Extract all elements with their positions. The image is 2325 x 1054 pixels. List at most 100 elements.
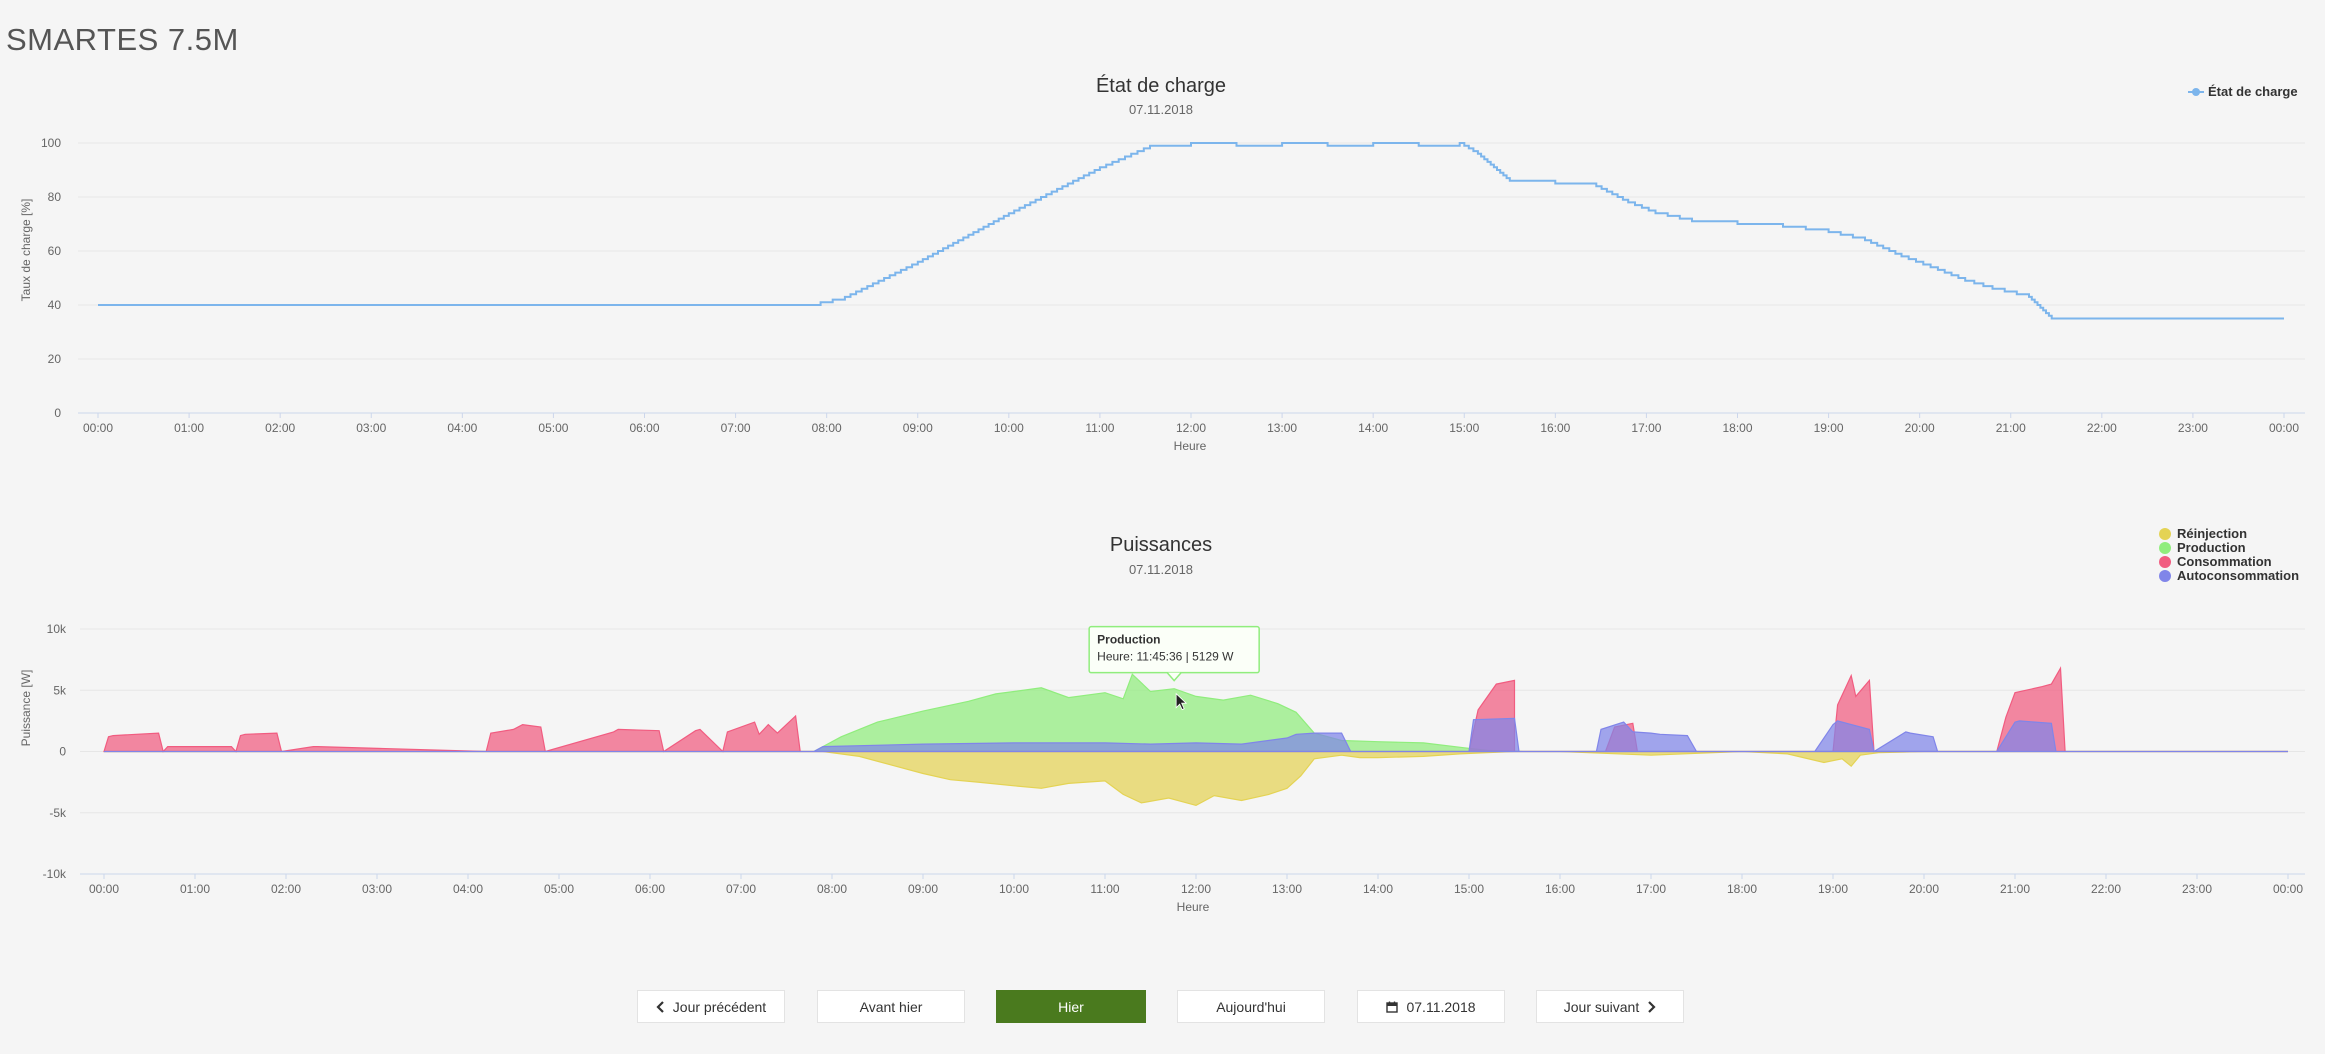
tooltip-pointer bbox=[1166, 672, 1182, 682]
x-tick-label: 16:00 bbox=[1545, 882, 1575, 896]
x-tick-label: 04:00 bbox=[453, 882, 483, 896]
yesterday-label: Hier bbox=[1058, 998, 1084, 1015]
legend-label: État de charge bbox=[2208, 84, 2298, 99]
x-tick-label: 12:00 bbox=[1181, 882, 1211, 896]
x-tick-label: 07:00 bbox=[726, 882, 756, 896]
x-tick-label: 11:00 bbox=[1090, 882, 1119, 896]
x-tick-label: 19:00 bbox=[1818, 882, 1848, 896]
x-tick-label: 14:00 bbox=[1363, 882, 1393, 896]
date-picker-button[interactable]: 07.11.2018 bbox=[1357, 990, 1505, 1023]
mouse-cursor-icon bbox=[1175, 692, 1188, 711]
yesterday-button[interactable]: Hier bbox=[996, 990, 1146, 1023]
date-picker-label: 07.11.2018 bbox=[1406, 998, 1476, 1015]
chart-subtitle: 07.11.2018 bbox=[1129, 102, 1193, 117]
plot-area[interactable] bbox=[98, 142, 2284, 320]
x-tick-label: 05:00 bbox=[538, 421, 568, 435]
x-tick-label: 10:00 bbox=[994, 421, 1024, 435]
x-tick-label: 16:00 bbox=[1540, 421, 1570, 435]
x-tick-label: 12:00 bbox=[1176, 421, 1206, 435]
tooltip-text: Heure: 11:45:36 | 5129 W bbox=[1097, 650, 1234, 664]
y-axis-title: Puissance [W] bbox=[19, 670, 33, 747]
day-before-yesterday-label: Avant hier bbox=[859, 998, 923, 1015]
y-tick-label: 20 bbox=[48, 352, 62, 366]
x-tick-label: 00:00 bbox=[2269, 421, 2299, 435]
date-navigation: Jour précédent Avant hier Hier Aujourd'h… bbox=[0, 990, 2325, 1024]
y-axis-ticks: -10k -5k 0 5k 10k bbox=[43, 622, 67, 881]
previous-day-button[interactable]: Jour précédent bbox=[637, 990, 785, 1023]
x-tick-label: 11:00 bbox=[1085, 421, 1114, 435]
legend-dot-marker bbox=[2159, 570, 2171, 582]
legend-dot-marker bbox=[2192, 88, 2200, 96]
x-tick-label: 01:00 bbox=[180, 882, 210, 896]
y-tick-label: 80 bbox=[48, 190, 62, 204]
power-chart-svg: Puissances 07.11.2018 RéinjectionProduct… bbox=[19, 526, 2305, 914]
plot-area[interactable] bbox=[103, 666, 2288, 807]
chart-tooltip: Production Heure: 11:45:36 | 5129 W bbox=[1088, 625, 1260, 711]
y-tick-label: 0 bbox=[54, 406, 61, 420]
legend-label: Production bbox=[2177, 540, 2246, 555]
chart-legend[interactable]: RéinjectionProductionConsommationAutocon… bbox=[2159, 526, 2299, 583]
x-axis-title: Heure bbox=[1177, 900, 1210, 914]
chart-subtitle: 07.11.2018 bbox=[1129, 562, 1193, 577]
y-tick-label: 10k bbox=[47, 622, 67, 636]
x-tick-label: 21:00 bbox=[1996, 421, 2026, 435]
today-label: Aujourd'hui bbox=[1216, 998, 1286, 1015]
x-tick-label: 20:00 bbox=[1905, 421, 1935, 435]
x-tick-label: 15:00 bbox=[1449, 421, 1479, 435]
x-tick-label: 17:00 bbox=[1636, 882, 1666, 896]
today-button[interactable]: Aujourd'hui bbox=[1177, 990, 1325, 1023]
x-axis-ticks: 00:00 01:00 02:00 03:00 04:00 05:00 06:00 07:00… bbox=[83, 413, 2299, 435]
power-chart: Puissances 07.11.2018 Réinjection Product… bbox=[0, 520, 2325, 920]
x-tick-label: 00:00 bbox=[89, 882, 119, 896]
next-day-button[interactable]: Jour suivant bbox=[1536, 990, 1684, 1023]
y-tick-label: 40 bbox=[48, 298, 62, 312]
chart-title: État de charge bbox=[1096, 74, 1226, 97]
chart-legend[interactable]: État de charge bbox=[2188, 84, 2298, 99]
previous-day-label: Jour précédent bbox=[672, 998, 767, 1015]
x-tick-label: 00:00 bbox=[2273, 882, 2303, 896]
x-tick-label: 06:00 bbox=[635, 882, 665, 896]
x-tick-label: 03:00 bbox=[356, 421, 386, 435]
x-tick-label: 09:00 bbox=[903, 421, 933, 435]
x-tick-label: 22:00 bbox=[2087, 421, 2117, 435]
state-of-charge-chart-svg: État de charge 07.11.2018 État de charge… bbox=[19, 74, 2305, 453]
y-tick-label: 0 bbox=[59, 745, 66, 759]
x-tick-label: 01:00 bbox=[174, 421, 204, 435]
legend-dot-marker bbox=[2159, 556, 2171, 568]
x-tick-label: 04:00 bbox=[447, 421, 477, 435]
tooltip-series: Production bbox=[1097, 633, 1160, 647]
grid-lines bbox=[78, 142, 2305, 414]
day-before-yesterday-button[interactable]: Avant hier bbox=[817, 990, 965, 1023]
state-of-charge-chart: État de charge 07.11.2018 État de charge… bbox=[0, 60, 2325, 460]
x-tick-label: 20:00 bbox=[1909, 882, 1939, 896]
calendar-icon bbox=[1386, 1001, 1399, 1013]
x-tick-label: 09:00 bbox=[908, 882, 938, 896]
y-tick-label: 100 bbox=[41, 136, 61, 150]
y-tick-label: 5k bbox=[53, 683, 67, 697]
series-line[interactable] bbox=[98, 142, 2284, 320]
series-area[interactable] bbox=[104, 717, 2288, 753]
x-tick-label: 08:00 bbox=[812, 421, 842, 435]
x-tick-label: 17:00 bbox=[1631, 421, 1661, 435]
legend-dot-marker bbox=[2159, 528, 2171, 540]
x-tick-label: 00:00 bbox=[83, 421, 113, 435]
x-tick-label: 02:00 bbox=[265, 421, 295, 435]
chart-title: Puissances bbox=[1110, 534, 1212, 556]
page-title: SMARTES 7.5M bbox=[6, 22, 239, 57]
x-tick-label: 13:00 bbox=[1272, 882, 1302, 896]
y-tick-label: -10k bbox=[43, 867, 67, 881]
x-tick-label: 08:00 bbox=[817, 882, 847, 896]
x-tick-label: 03:00 bbox=[362, 882, 392, 896]
x-tick-label: 19:00 bbox=[1814, 421, 1844, 435]
series-area[interactable] bbox=[104, 750, 2288, 807]
legend-dot-marker bbox=[2159, 542, 2171, 554]
chevron-left-icon bbox=[656, 1000, 665, 1013]
legend-label: Consommation bbox=[2177, 554, 2272, 569]
x-tick-label: 22:00 bbox=[2091, 882, 2121, 896]
x-tick-label: 07:00 bbox=[721, 421, 751, 435]
x-tick-label: 10:00 bbox=[999, 882, 1029, 896]
x-axis-title: Heure bbox=[1174, 439, 1207, 453]
legend-label: Réinjection bbox=[2177, 526, 2247, 541]
x-tick-label: 18:00 bbox=[1722, 421, 1752, 435]
series-area[interactable] bbox=[104, 673, 2288, 753]
